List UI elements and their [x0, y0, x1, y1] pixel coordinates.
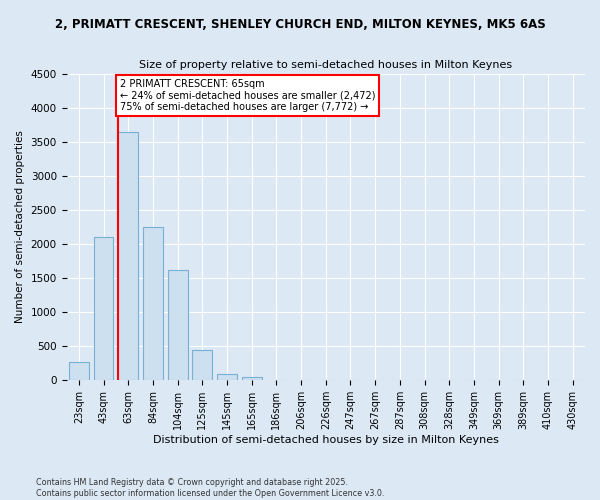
Bar — [193, 350, 212, 380]
Bar — [217, 374, 237, 380]
Bar — [242, 376, 262, 380]
Y-axis label: Number of semi-detached properties: Number of semi-detached properties — [15, 130, 25, 324]
Title: Size of property relative to semi-detached houses in Milton Keynes: Size of property relative to semi-detach… — [139, 60, 512, 70]
Text: 2 PRIMATT CRESCENT: 65sqm
← 24% of semi-detached houses are smaller (2,472)
75% : 2 PRIMATT CRESCENT: 65sqm ← 24% of semi-… — [119, 79, 375, 112]
Bar — [69, 362, 89, 380]
Bar — [143, 227, 163, 380]
Bar — [94, 237, 113, 380]
Text: Contains HM Land Registry data © Crown copyright and database right 2025.
Contai: Contains HM Land Registry data © Crown c… — [36, 478, 385, 498]
Bar — [168, 270, 188, 380]
X-axis label: Distribution of semi-detached houses by size in Milton Keynes: Distribution of semi-detached houses by … — [153, 435, 499, 445]
Text: 2, PRIMATT CRESCENT, SHENLEY CHURCH END, MILTON KEYNES, MK5 6AS: 2, PRIMATT CRESCENT, SHENLEY CHURCH END,… — [55, 18, 545, 30]
Bar — [118, 132, 138, 380]
